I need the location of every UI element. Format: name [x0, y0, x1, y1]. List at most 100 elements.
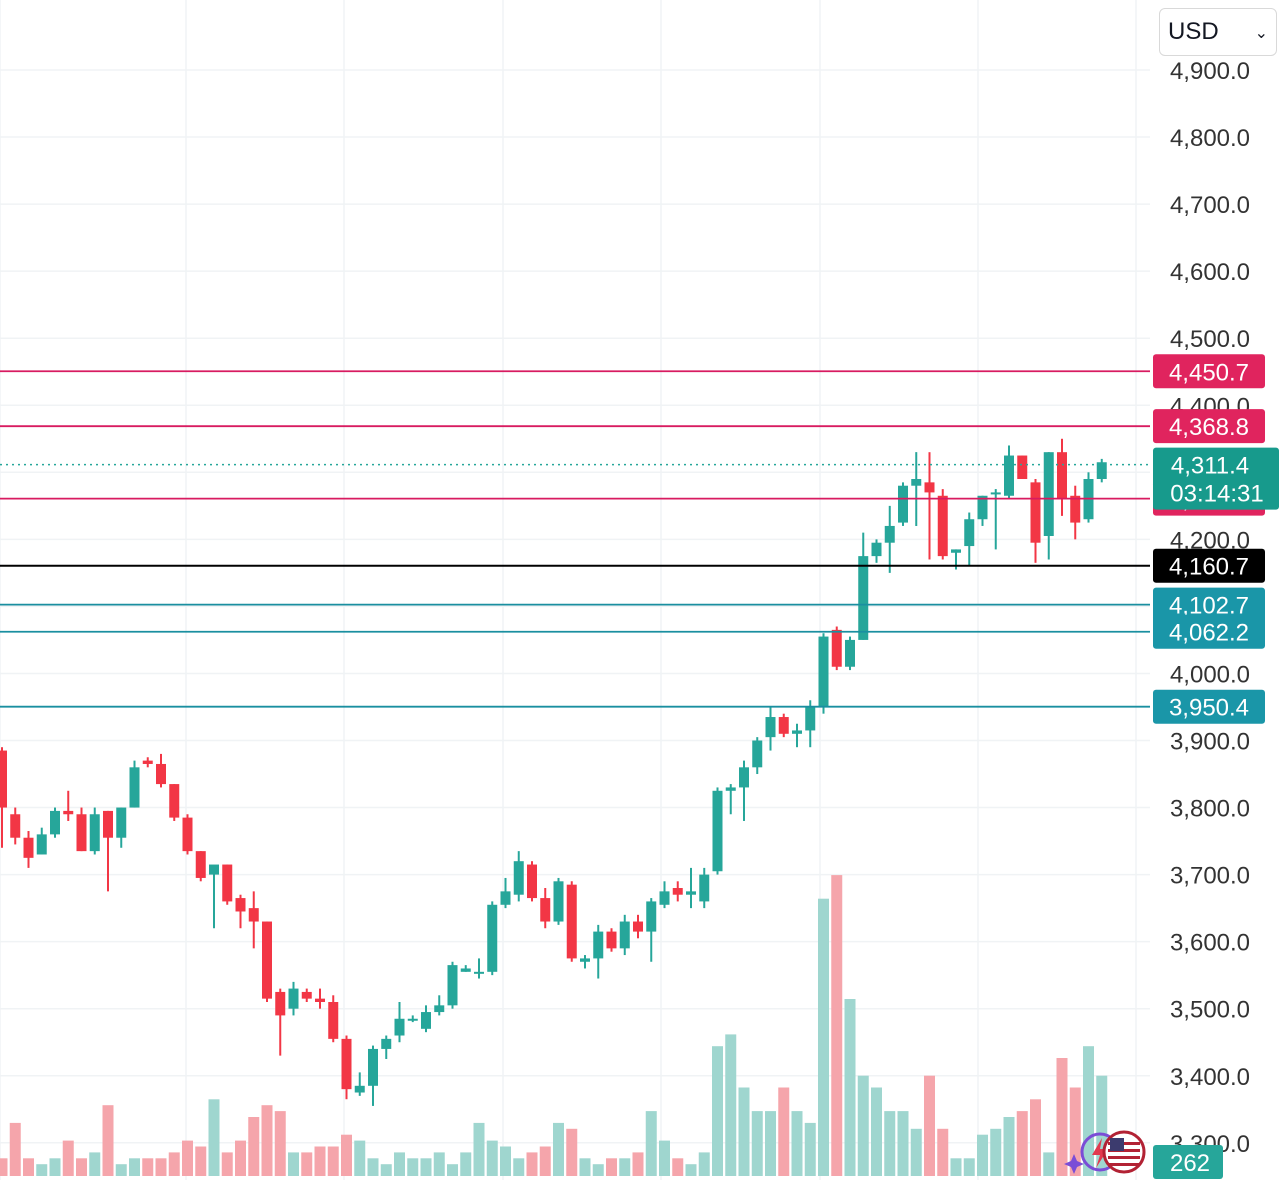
- logo-badge[interactable]: [1064, 1128, 1146, 1176]
- price-tick-label: 4,600.0: [1170, 259, 1250, 286]
- candle-body: [434, 1005, 445, 1013]
- volume-bar: [1056, 1058, 1068, 1176]
- level-tag-label: 4,450.7: [1169, 359, 1249, 386]
- volume-bar: [248, 1117, 260, 1176]
- volume-bar: [235, 1140, 246, 1176]
- candle-body: [686, 891, 696, 895]
- candle-body: [672, 888, 683, 895]
- candle-body: [500, 891, 511, 905]
- price-tick-label: 4,800.0: [1170, 125, 1250, 152]
- candle: [315, 988, 325, 1009]
- level-tag-resistance: 4,450.7: [1153, 354, 1265, 389]
- candle: [1096, 458, 1107, 483]
- volume-bar: [751, 1111, 763, 1176]
- volume-bar: [712, 1046, 723, 1176]
- volume-bar: [168, 1152, 180, 1176]
- candle: [924, 452, 935, 560]
- candle: [818, 633, 829, 714]
- volume-bar: [685, 1164, 697, 1176]
- volume-bar: [9, 1122, 21, 1176]
- candle: [474, 958, 484, 979]
- price-tick-label: 3,800.0: [1170, 796, 1250, 823]
- price-tick-label: 3,400.0: [1170, 1064, 1250, 1091]
- candle: [275, 988, 286, 1056]
- candle: [222, 864, 233, 905]
- volume-bar: [738, 1087, 750, 1176]
- candle: [169, 784, 180, 821]
- candle: [354, 1072, 365, 1096]
- candle-body: [1070, 495, 1081, 523]
- candle: [712, 787, 723, 875]
- volume-tag: 262: [1153, 1145, 1223, 1179]
- level-tag-box: [1153, 614, 1265, 649]
- candle-body: [50, 810, 60, 835]
- volume-bar: [672, 1158, 684, 1176]
- candle: [368, 1045, 378, 1106]
- volume-bar: [1003, 1117, 1015, 1176]
- volume-bar: [500, 1146, 511, 1176]
- level-tag-label: 4,368.8: [1169, 414, 1249, 441]
- candle: [341, 1035, 352, 1100]
- volume-bar: [394, 1152, 405, 1176]
- candle: [0, 747, 7, 848]
- volume-bar: [380, 1164, 392, 1176]
- volume-bar: [857, 1075, 869, 1176]
- candle-layer: [0, 438, 1107, 1106]
- volume-bar: [765, 1111, 776, 1176]
- volume-bar: [937, 1128, 949, 1176]
- candle: [156, 753, 166, 788]
- last-price-tag-box: [1153, 447, 1279, 510]
- volume-bar: [606, 1158, 617, 1176]
- volume-bar: [592, 1164, 604, 1176]
- level-tag-box: [1153, 354, 1265, 389]
- candle-body: [23, 837, 34, 858]
- candle-body: [606, 931, 617, 949]
- last-price-tag: 4,311.403:14:31: [1153, 447, 1279, 510]
- candle: [686, 867, 696, 909]
- currency-select[interactable]: USD ⌄: [1159, 8, 1277, 56]
- candle: [1043, 452, 1054, 560]
- candle: [633, 914, 643, 939]
- volume-tag-box: [1153, 1145, 1223, 1179]
- candle-body: [156, 763, 166, 785]
- candle: [248, 891, 259, 949]
- candle-body: [633, 921, 643, 932]
- candle: [421, 1005, 431, 1033]
- volume-bar: [659, 1140, 670, 1176]
- candle: [845, 636, 855, 671]
- candle: [792, 723, 802, 748]
- candle-body: [209, 864, 219, 875]
- price-tags: 4,450.74,368.84,260.74,160.74,102.74,062…: [1153, 354, 1279, 1179]
- candle-body: [619, 921, 630, 949]
- candle-body: [262, 921, 272, 999]
- candle-body: [924, 482, 935, 493]
- candle: [858, 532, 869, 640]
- candle-body: [248, 908, 259, 922]
- volume-bar: [963, 1158, 975, 1176]
- candle: [619, 914, 630, 956]
- volume-bar: [871, 1087, 882, 1176]
- level-tag-support: 3,950.4: [1153, 689, 1265, 724]
- candle-body: [116, 807, 127, 838]
- candle-body: [474, 971, 484, 974]
- candle-body: [129, 767, 140, 808]
- us-flag-icon: [1102, 1130, 1146, 1174]
- volume-bar: [473, 1122, 485, 1176]
- volume-bar: [274, 1111, 286, 1176]
- volume-bar: [553, 1122, 564, 1176]
- candle-body: [964, 519, 975, 547]
- candle: [447, 961, 458, 1009]
- candle-body: [235, 898, 246, 912]
- candle: [1030, 479, 1041, 563]
- price-tick-label: 4,500.0: [1170, 326, 1250, 353]
- volume-bar: [818, 898, 829, 1176]
- volume-bar: [407, 1158, 419, 1176]
- volume-bar: [288, 1152, 299, 1176]
- candle-body: [871, 542, 882, 557]
- volume-bar: [102, 1105, 114, 1176]
- candle: [76, 807, 87, 852]
- candle-body: [739, 767, 749, 788]
- volume-bar: [844, 999, 856, 1176]
